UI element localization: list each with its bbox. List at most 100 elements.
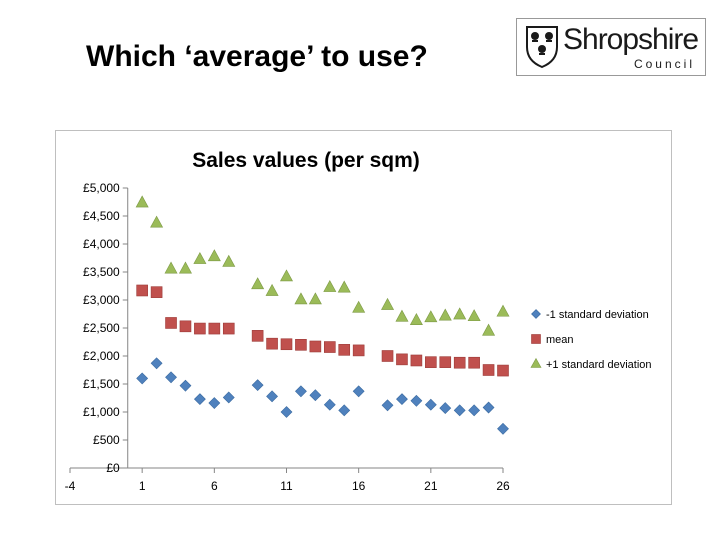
triangle-data-point bbox=[265, 283, 279, 296]
diamond-data-point bbox=[266, 390, 278, 403]
diamond-data-point bbox=[410, 394, 423, 407]
series-square bbox=[136, 284, 509, 377]
diamond-data-point bbox=[251, 379, 264, 392]
triangle-data-point bbox=[395, 309, 409, 322]
x-tick-label: 11 bbox=[280, 479, 293, 493]
diamond-data-point bbox=[439, 402, 452, 415]
triangle-data-point bbox=[178, 261, 192, 274]
square-data-point bbox=[266, 337, 278, 350]
legend-item: -1 standard deviation bbox=[531, 309, 649, 321]
square-data-point bbox=[179, 320, 192, 333]
diamond-data-point bbox=[352, 385, 365, 398]
square-data-point bbox=[439, 356, 452, 368]
triangle-data-point bbox=[294, 292, 308, 305]
triangle-data-point bbox=[308, 292, 322, 305]
triangle-data-point bbox=[150, 215, 164, 228]
square-data-point bbox=[338, 344, 351, 356]
legend-item: +1 standard deviation bbox=[530, 357, 652, 371]
chart-legend: -1 standard deviation mean +1 standard dev… bbox=[530, 309, 652, 371]
triangle-data-point bbox=[251, 277, 265, 290]
triangle-data-point bbox=[323, 279, 337, 292]
logo-subtitle: Council bbox=[633, 57, 695, 71]
diamond-data-point bbox=[338, 404, 351, 417]
legend-label: -1 standard deviation bbox=[546, 309, 649, 321]
triangle-data-point bbox=[438, 308, 452, 321]
chart-title: Sales values (per sqm) bbox=[192, 149, 420, 172]
diamond-data-point bbox=[309, 389, 322, 402]
sales-values-chart: Sales values (per sqm) -4 1 6 11 16 21 26£0£50… bbox=[65, 149, 652, 493]
square-data-point bbox=[165, 317, 177, 329]
square-data-point bbox=[150, 286, 163, 298]
square-data-point bbox=[425, 356, 437, 368]
triangle-data-point bbox=[424, 310, 438, 323]
diamond-data-point bbox=[396, 393, 408, 406]
chart-marks bbox=[135, 195, 510, 435]
y-tick-label: £5,000 bbox=[83, 181, 120, 195]
diamond-data-point bbox=[136, 372, 149, 385]
x-tick-label: 6 bbox=[211, 479, 218, 493]
triangle-data-point bbox=[279, 269, 294, 282]
diamond-data-point bbox=[193, 393, 206, 406]
triangle-data-point bbox=[135, 195, 149, 208]
y-tick-label: £2,500 bbox=[83, 321, 120, 335]
chart-axes: -4 1 6 11 16 21 26£0£500£1,000£1,500£2,000£2,5… bbox=[65, 181, 510, 493]
crest-icon bbox=[526, 26, 558, 69]
triangle-data-point bbox=[164, 261, 178, 274]
chart-container: Sales values (per sqm) -4 1 6 11 16 21 26 £0 £50… bbox=[55, 130, 672, 505]
y-tick-label: £1,000 bbox=[83, 405, 120, 419]
y-tick-label: £2,000 bbox=[83, 349, 120, 363]
square-data-point bbox=[453, 356, 466, 369]
diamond-data-point bbox=[453, 404, 466, 417]
triangle-data-point bbox=[222, 254, 236, 267]
square-data-point bbox=[309, 340, 322, 353]
square-data-point bbox=[280, 338, 293, 351]
triangle-data-point bbox=[337, 280, 351, 293]
x-tick-label: 26 bbox=[496, 479, 510, 493]
shropshire-council-logo: Shropshire Council bbox=[516, 18, 706, 76]
square-data-point bbox=[136, 284, 148, 297]
triangle-data-point bbox=[409, 313, 423, 325]
series-triangle bbox=[135, 195, 510, 336]
diamond-data-point bbox=[468, 404, 481, 417]
square-data-point bbox=[208, 322, 221, 335]
x-tick-label: 16 bbox=[352, 479, 366, 493]
diamond-data-point bbox=[295, 385, 307, 398]
square-data-point bbox=[194, 322, 206, 335]
diamond-data-point bbox=[179, 379, 192, 392]
slide-title: Which ‘average’ to use? bbox=[86, 40, 428, 73]
diamond-data-point bbox=[497, 422, 509, 435]
legend-square-marker bbox=[531, 334, 541, 344]
square-data-point bbox=[323, 341, 336, 353]
diamond-data-point bbox=[323, 398, 336, 411]
square-data-point bbox=[497, 364, 509, 377]
square-data-point bbox=[295, 339, 307, 351]
y-tick-label: £1,500 bbox=[83, 377, 120, 391]
triangle-data-point bbox=[467, 309, 481, 322]
diamond-data-point bbox=[165, 371, 177, 384]
y-tick-label: £4,000 bbox=[83, 237, 120, 251]
legend-item: mean bbox=[531, 334, 574, 346]
square-data-point bbox=[410, 354, 423, 367]
square-data-point bbox=[222, 322, 235, 335]
diamond-data-point bbox=[381, 399, 394, 412]
logo-name: Shropshire bbox=[563, 23, 699, 56]
square-data-point bbox=[482, 364, 495, 376]
legend-diamond-marker bbox=[531, 309, 541, 319]
legend-label: +1 standard deviation bbox=[546, 359, 652, 371]
triangle-data-point bbox=[496, 304, 510, 317]
diamond-data-point bbox=[222, 391, 235, 404]
diamond-data-point bbox=[280, 406, 293, 418]
triangle-data-point bbox=[453, 307, 467, 320]
square-data-point bbox=[352, 344, 365, 357]
triangle-data-point bbox=[482, 323, 496, 336]
x-tick-label: -4 bbox=[65, 479, 76, 493]
legend-triangle-marker bbox=[530, 357, 542, 368]
diamond-data-point bbox=[424, 398, 437, 411]
legend-label: mean bbox=[546, 334, 574, 346]
square-data-point bbox=[251, 330, 264, 342]
y-tick-label: £500 bbox=[93, 433, 120, 447]
y-tick-label: £4,500 bbox=[83, 209, 120, 223]
square-data-point bbox=[468, 356, 480, 369]
diamond-data-point bbox=[482, 401, 495, 414]
diamond-data-point bbox=[150, 357, 163, 370]
